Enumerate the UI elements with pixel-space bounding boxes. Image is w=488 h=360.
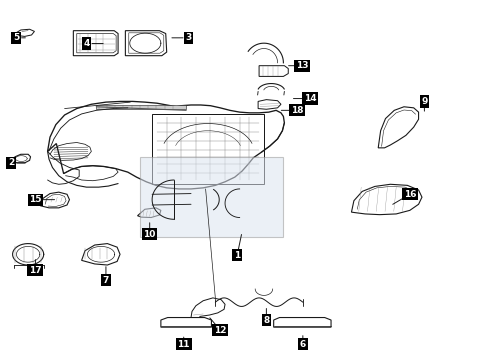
Text: 13: 13 bbox=[295, 61, 307, 70]
Text: 1: 1 bbox=[234, 251, 240, 260]
Text: 7: 7 bbox=[102, 275, 109, 284]
Text: 16: 16 bbox=[403, 190, 415, 199]
Text: 10: 10 bbox=[143, 230, 156, 239]
Text: 18: 18 bbox=[290, 106, 303, 115]
Text: 11: 11 bbox=[177, 340, 189, 349]
Text: 6: 6 bbox=[299, 340, 305, 349]
Text: 17: 17 bbox=[29, 266, 41, 275]
Text: 2: 2 bbox=[8, 158, 14, 167]
Text: 3: 3 bbox=[185, 33, 191, 42]
Text: 12: 12 bbox=[214, 325, 226, 334]
Text: 8: 8 bbox=[263, 315, 269, 324]
FancyBboxPatch shape bbox=[140, 157, 283, 237]
Text: 4: 4 bbox=[83, 39, 89, 48]
Text: 9: 9 bbox=[420, 97, 427, 106]
Text: 15: 15 bbox=[29, 195, 41, 204]
Polygon shape bbox=[96, 105, 186, 109]
Text: 14: 14 bbox=[303, 94, 316, 103]
Text: 5: 5 bbox=[13, 33, 19, 42]
